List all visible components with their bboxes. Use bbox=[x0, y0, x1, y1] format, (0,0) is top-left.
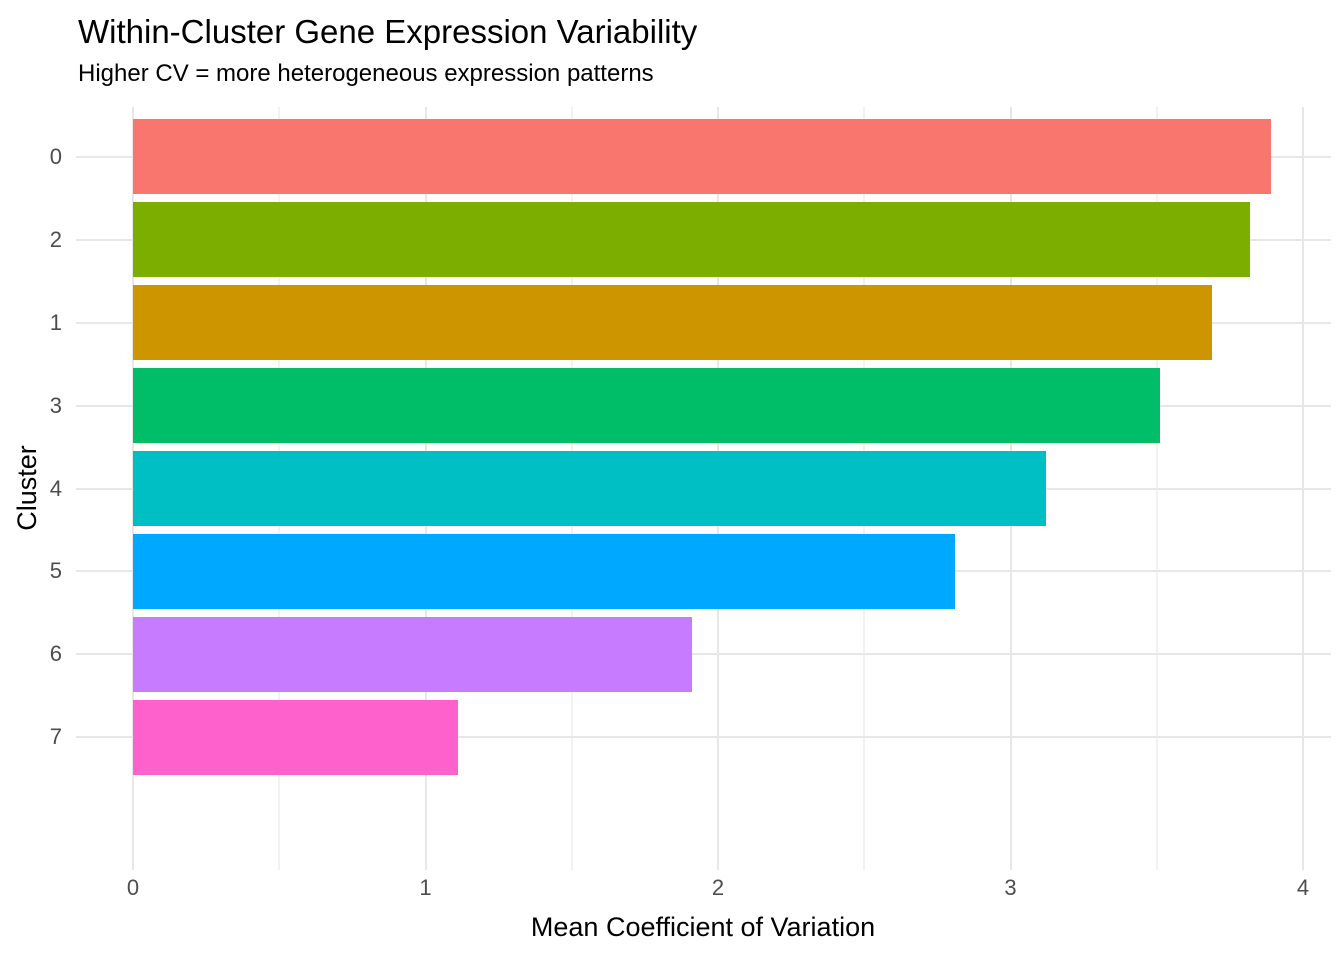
y-tick-label-7: 7 bbox=[49, 724, 62, 750]
y-tick-label-5: 5 bbox=[49, 558, 62, 584]
x-tick-label-0: 0 bbox=[126, 875, 140, 900]
x-tick-label-2: 2 bbox=[711, 875, 725, 900]
bar-cluster-3 bbox=[133, 368, 1160, 443]
bar-cluster-1 bbox=[133, 285, 1213, 360]
y-tick-label-1: 1 bbox=[49, 309, 62, 335]
y-tick-label-0: 0 bbox=[49, 143, 62, 169]
x-tick-label-1: 1 bbox=[419, 875, 432, 900]
chart-title: Within-Cluster Gene Expression Variabili… bbox=[78, 13, 698, 50]
bar-cluster-2 bbox=[133, 202, 1251, 278]
y-tick-label-2: 2 bbox=[49, 226, 62, 252]
gridline-y-cluster-7 bbox=[76, 736, 1331, 739]
bar-cluster-7 bbox=[133, 699, 458, 775]
gridline-x-4 bbox=[1302, 107, 1304, 870]
bar-cluster-5 bbox=[133, 534, 955, 609]
y-tick-label-6: 6 bbox=[49, 641, 62, 667]
x-axis-title: Mean Coefficient of Variation bbox=[530, 912, 876, 942]
y-axis-title: Cluster bbox=[12, 445, 42, 531]
gridline-y-cluster-6 bbox=[76, 653, 1331, 656]
x-tick-label-3: 3 bbox=[1004, 875, 1017, 900]
bar-cluster-0 bbox=[133, 119, 1271, 195]
x-tick-label-4: 4 bbox=[1296, 875, 1310, 900]
chart-subtitle: Higher CV = more heterogeneous expressio… bbox=[78, 60, 654, 87]
y-tick-label-3: 3 bbox=[49, 392, 62, 418]
plot-panel bbox=[76, 107, 1331, 870]
bar-cluster-6 bbox=[133, 617, 692, 692]
bar-cluster-4 bbox=[133, 451, 1046, 526]
